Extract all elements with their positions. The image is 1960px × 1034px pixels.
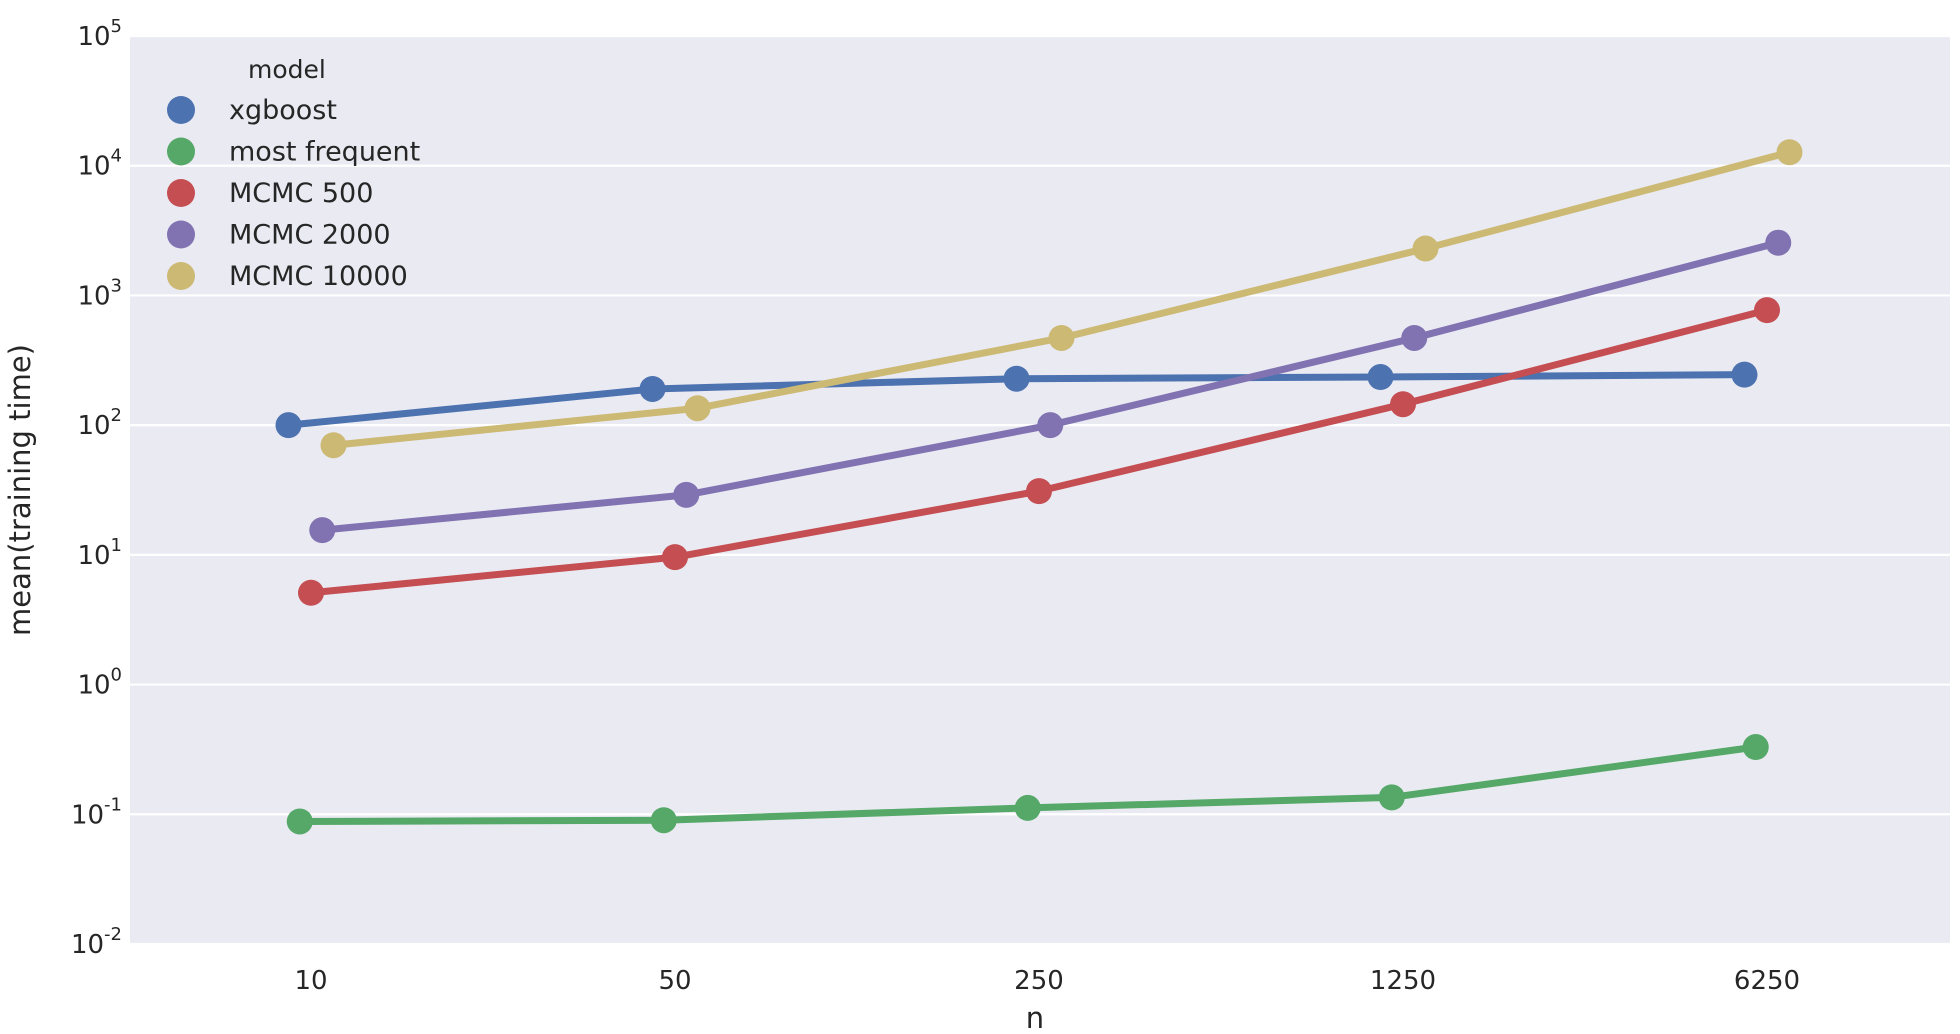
legend-marker xyxy=(167,137,195,166)
data-point xyxy=(684,395,711,422)
y-tick-label: 104 xyxy=(77,146,122,182)
x-tick-label: 1250 xyxy=(1370,966,1436,996)
data-point xyxy=(1412,235,1439,262)
legend-marker xyxy=(167,262,195,290)
legend-label: xgboost xyxy=(229,95,337,126)
x-tick-label: 250 xyxy=(1014,966,1064,996)
legend-label: MCMC 2000 xyxy=(229,220,391,251)
data-point xyxy=(662,544,688,571)
series-mcmc-10000 xyxy=(320,139,1803,459)
y-tick-label: 102 xyxy=(77,405,122,441)
series-group xyxy=(275,139,1803,835)
data-point xyxy=(1390,391,1416,418)
data-point xyxy=(1731,361,1758,388)
legend-label: most frequent xyxy=(229,137,420,168)
legend-marker xyxy=(167,96,195,124)
data-point xyxy=(275,412,302,439)
data-point xyxy=(1754,297,1780,324)
data-point xyxy=(1367,364,1394,391)
x-tick-label: 50 xyxy=(658,966,691,996)
y-tick-label: 103 xyxy=(77,275,122,311)
data-point xyxy=(1048,324,1075,351)
series-mcmc-2000 xyxy=(309,229,1792,544)
data-point xyxy=(1014,794,1041,821)
gridlines xyxy=(130,34,1950,946)
data-point xyxy=(650,807,677,834)
legend-title: model xyxy=(248,55,326,84)
y-tick-label: 10-2 xyxy=(71,924,122,960)
data-point xyxy=(1003,365,1030,392)
series-most-frequent xyxy=(286,734,1769,835)
data-point xyxy=(673,481,700,508)
x-axis-ticks: 10 50 250 1250 6250 xyxy=(294,966,1800,996)
legend-marker xyxy=(167,220,195,249)
y-axis-ticks: 10-2 10-1 100 101 102 103 104 105 xyxy=(71,16,122,960)
legend: model xgboost most frequent MCMC 500 MCMC 2… xyxy=(167,55,420,292)
data-point xyxy=(1742,734,1769,761)
data-point xyxy=(1776,139,1803,166)
data-point xyxy=(1037,412,1064,439)
data-point xyxy=(286,808,313,835)
legend-marker xyxy=(167,179,195,207)
data-point xyxy=(639,375,666,402)
legend-label: MCMC 10000 xyxy=(229,261,408,292)
y-tick-label: 101 xyxy=(77,535,122,571)
data-point xyxy=(1378,784,1405,811)
y-tick-label: 105 xyxy=(77,16,122,52)
data-point xyxy=(298,579,324,606)
data-point xyxy=(1026,478,1052,505)
y-tick-label: 100 xyxy=(77,665,122,701)
data-point xyxy=(1401,324,1428,351)
x-tick-label: 6250 xyxy=(1734,966,1800,996)
x-tick-label: 10 xyxy=(294,966,327,996)
series-mcmc-500 xyxy=(298,297,1780,606)
legend-items: xgboost most frequent MCMC 500 MCMC 2000 MCM… xyxy=(167,95,420,292)
legend-label: MCMC 500 xyxy=(229,178,373,209)
data-point xyxy=(320,432,347,459)
y-tick-label: 10-1 xyxy=(71,794,122,830)
data-point xyxy=(309,517,336,544)
x-axis-label: n xyxy=(1026,1001,1044,1034)
data-point xyxy=(1765,229,1792,256)
y-axis-label: mean(training time) xyxy=(3,344,37,636)
